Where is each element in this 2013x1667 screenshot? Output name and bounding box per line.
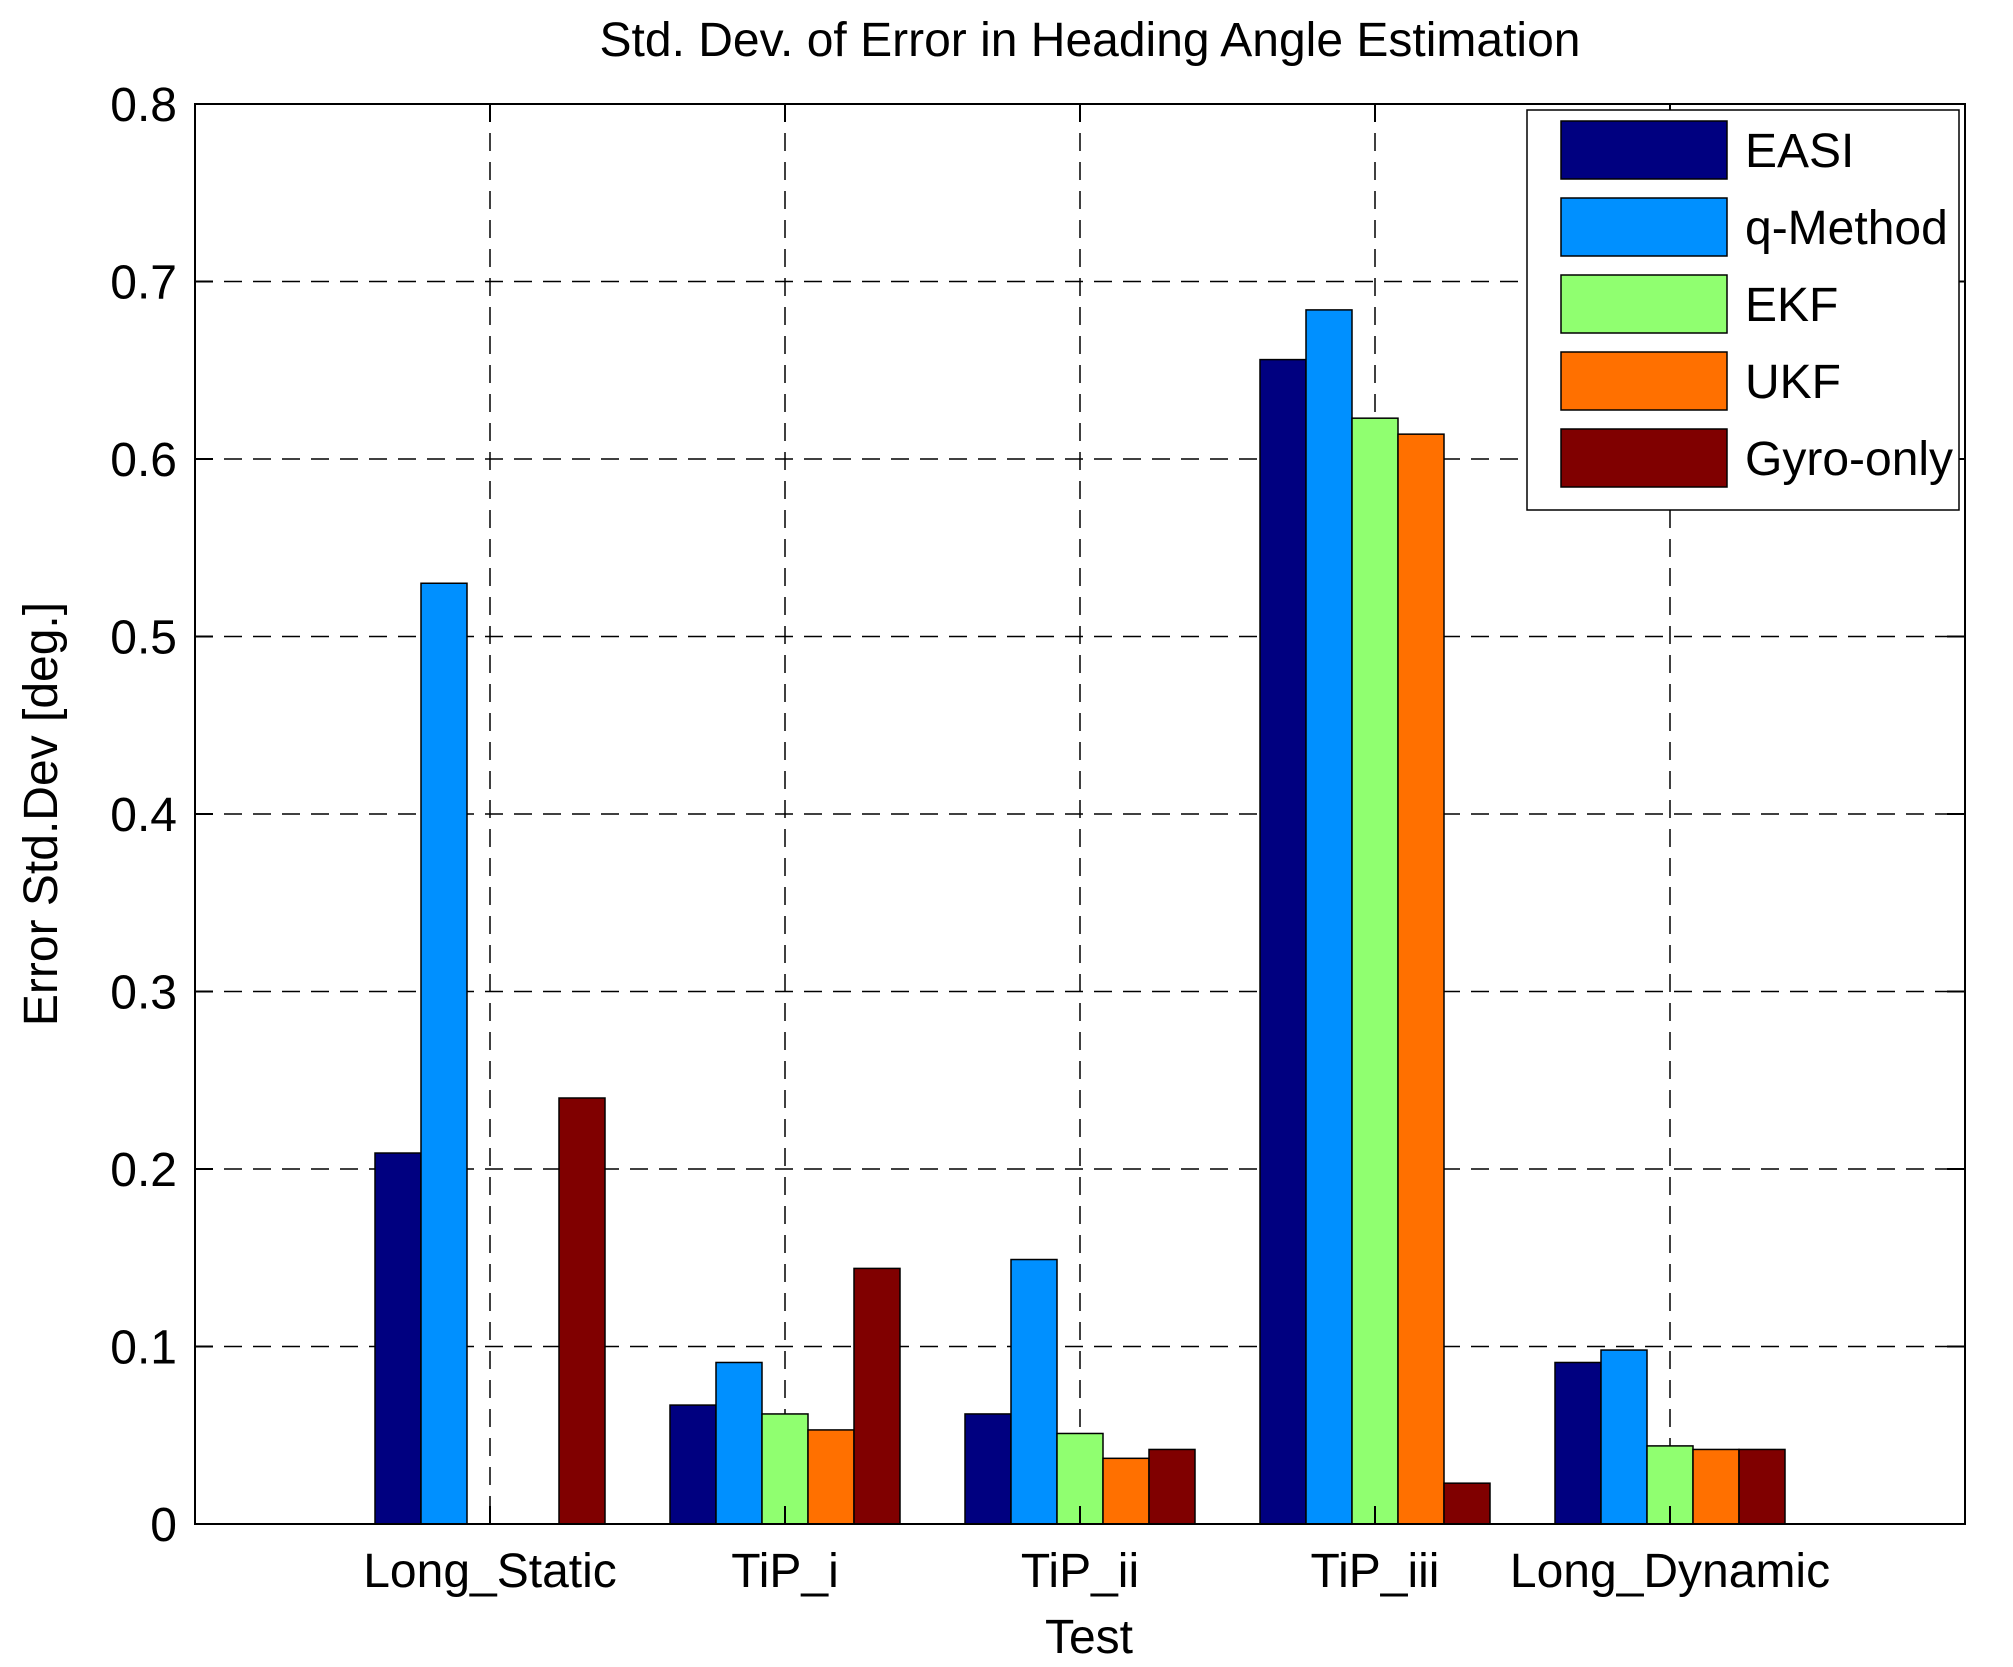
legend-label: UKF	[1745, 356, 1841, 409]
bar-gyro-only-long-dynamic	[1738, 1448, 1786, 1525]
bar-gyro-only-tip-ii	[1148, 1448, 1196, 1525]
x-tick-label: TiP_i	[731, 1545, 839, 1598]
legend-swatch	[1560, 120, 1728, 180]
bar-gyro-only-long-static	[558, 1097, 606, 1525]
bar-ekf-tip-i	[761, 1413, 809, 1525]
axis-ticks: 0 0.1 0.2 0.3 0.4 0.5 0.6 0.7 0.8 Long_Static TiP_…	[110, 79, 1965, 1598]
bar-ukf-tip-iii	[1397, 433, 1445, 1525]
x-axis-label: Test	[1045, 1611, 1133, 1664]
legend-label: q-Method	[1745, 202, 1948, 255]
bar-ukf-tip-ii	[1102, 1457, 1150, 1525]
y-tick-label: 0.4	[110, 789, 177, 842]
bar-easi-tip-ii	[964, 1413, 1012, 1525]
bar-easi-long-static	[374, 1152, 422, 1525]
bar-easi-long-dynamic	[1554, 1361, 1602, 1525]
bar-q-method-long-dynamic	[1600, 1349, 1648, 1525]
y-tick-label: 0.2	[110, 1144, 177, 1197]
y-tick-label: 0.3	[110, 967, 177, 1020]
legend-label: EASI	[1745, 125, 1854, 178]
x-tick-label: TiP_iii	[1311, 1545, 1440, 1598]
y-tick-label: 0	[150, 1499, 177, 1552]
bar-ekf-tip-iii	[1351, 417, 1399, 1525]
y-tick-label: 0.6	[110, 434, 177, 487]
legend-swatch	[1560, 197, 1728, 257]
bar-easi-tip-i	[669, 1404, 717, 1525]
bar-ukf-long-dynamic	[1692, 1448, 1740, 1525]
bars	[374, 309, 1786, 1525]
bar-easi-tip-iii	[1259, 358, 1307, 1525]
legend-swatch	[1560, 351, 1728, 411]
bar-q-method-tip-i	[715, 1361, 763, 1525]
y-tick-label: 0.1	[110, 1322, 177, 1375]
x-tick-label: TiP_ii	[1021, 1545, 1139, 1598]
bar-q-method-tip-iii	[1305, 309, 1353, 1525]
y-axis-label: Error Std.Dev [deg.]	[15, 602, 68, 1026]
legend-swatch	[1560, 274, 1728, 334]
x-tick-label: Long_Static	[363, 1545, 617, 1598]
legend-label: EKF	[1745, 279, 1838, 332]
legend-swatch	[1560, 428, 1728, 488]
legend-label: Gyro-only	[1745, 433, 1953, 486]
bar-q-method-tip-ii	[1010, 1258, 1058, 1525]
y-tick-label: 0.5	[110, 612, 177, 665]
y-tick-label: 0.7	[110, 257, 177, 310]
bar-ukf-tip-i	[807, 1429, 855, 1525]
x-tick-label: Long_Dynamic	[1510, 1545, 1830, 1598]
legend: EASI q-Method EKF UKF Gyro-only	[1526, 109, 1960, 511]
bar-q-method-long-static	[420, 582, 468, 1525]
bar-gyro-only-tip-iii	[1443, 1482, 1491, 1525]
y-tick-label: 0.8	[110, 79, 177, 132]
bar-gyro-only-tip-i	[853, 1267, 901, 1525]
chart-title: Std. Dev. of Error in Heading Angle Esti…	[600, 14, 1581, 67]
